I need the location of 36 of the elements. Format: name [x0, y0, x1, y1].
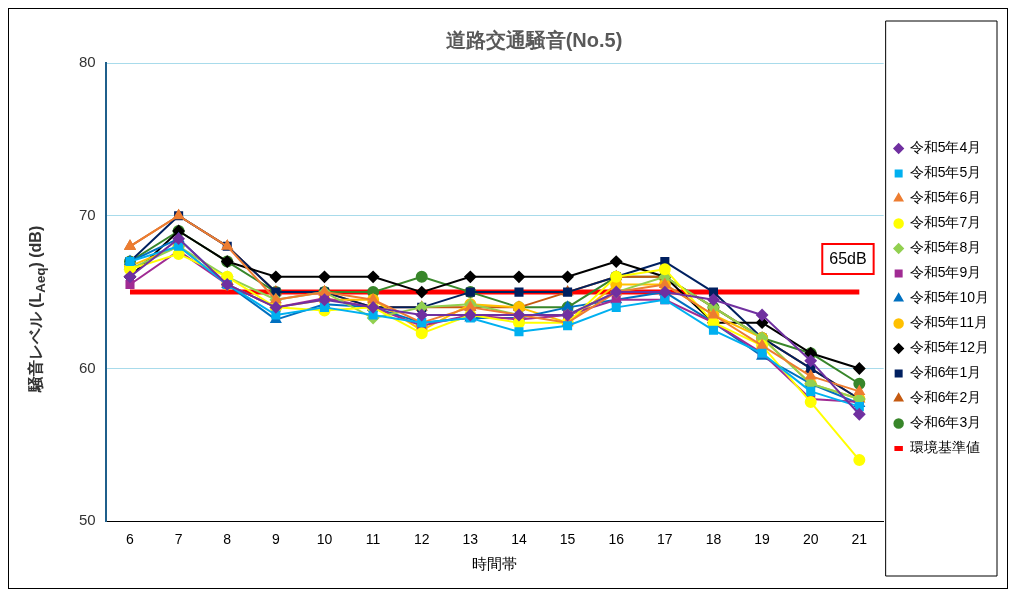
x-tick-label: 20 — [802, 531, 819, 548]
annotation: 65dB — [829, 249, 867, 267]
x-tick-label: 10 — [316, 531, 333, 548]
legend-label: 令和5年10月 — [909, 289, 989, 306]
x-axis-title: 時間帯 — [472, 555, 518, 573]
x-tick-label: 16 — [608, 531, 625, 548]
y-tick-label: 70 — [79, 205, 96, 223]
legend-label: 令和5年4月 — [909, 139, 982, 156]
legend-label: 令和5年7月 — [909, 214, 982, 231]
x-tick-label: 8 — [223, 531, 232, 548]
legend-label: 環境基準値 — [909, 439, 980, 456]
x-tick-label: 15 — [559, 531, 576, 548]
x-tick-label: 14 — [511, 531, 527, 548]
x-tick-label: 17 — [657, 531, 673, 548]
legend-label: 令和5年6月 — [909, 189, 982, 206]
x-tick-label: 18 — [705, 531, 722, 548]
chart-title: 道路交通騒音(No.5) — [445, 28, 623, 51]
legend-label: 令和6年1月 — [909, 364, 982, 381]
x-tick-label: 21 — [851, 531, 868, 548]
legend-label: 令和5年11月 — [909, 314, 988, 331]
x-tick-label: 9 — [271, 531, 280, 548]
y-tick-label: 50 — [79, 511, 96, 529]
legend-label: 令和6年3月 — [909, 414, 982, 431]
x-tick-label: 6 — [126, 531, 135, 548]
legend-label: 令和5年12月 — [909, 339, 989, 356]
x-tick-label: 7 — [174, 531, 183, 548]
y-tick-label: 60 — [79, 358, 96, 376]
x-tick-label: 11 — [365, 531, 381, 548]
x-tick-label: 19 — [754, 531, 771, 548]
y-tick-label: 80 — [79, 53, 96, 71]
x-tick-label: 12 — [413, 531, 430, 548]
legend-label: 令和5年9月 — [909, 264, 982, 281]
legend-label: 令和5年5月 — [909, 164, 982, 181]
legend-label: 令和5年8月 — [909, 239, 982, 256]
x-tick-label: 13 — [462, 531, 479, 548]
legend-label: 令和6年2月 — [909, 389, 982, 406]
